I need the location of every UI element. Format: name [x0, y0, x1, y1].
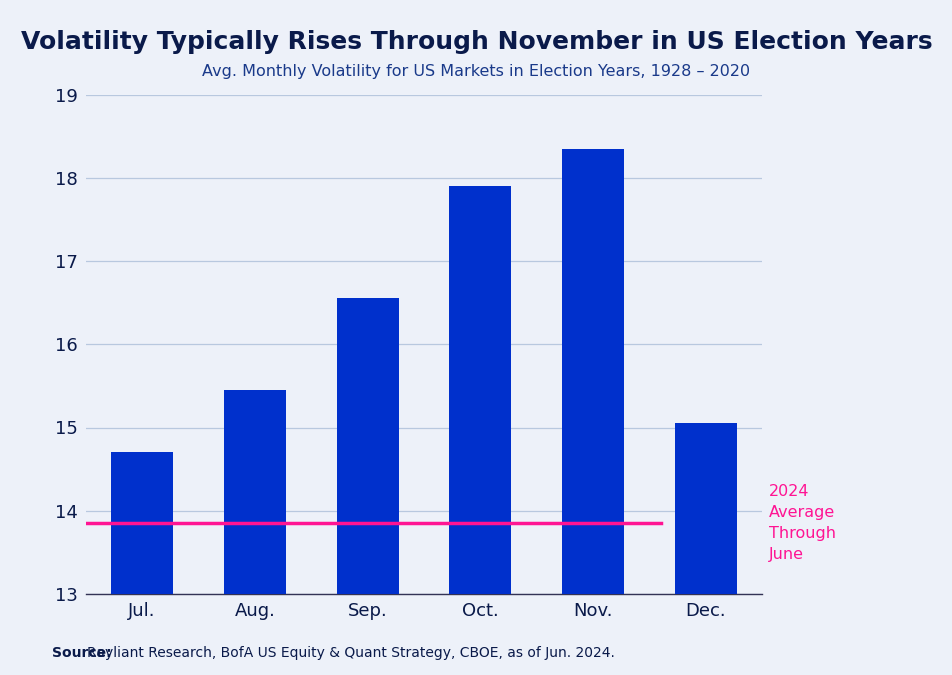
Text: Avg. Monthly Volatility for US Markets in Election Years, 1928 – 2020: Avg. Monthly Volatility for US Markets i… [202, 64, 750, 79]
Bar [674, 423, 736, 594]
Text: 2024
Average
Through
June: 2024 Average Through June [768, 484, 835, 562]
Text: Source:: Source: [52, 646, 112, 660]
Text: Rayliant Research, BofA US Equity & Quant Strategy, CBOE, as of Jun. 2024.: Rayliant Research, BofA US Equity & Quan… [52, 646, 615, 660]
Bar [449, 186, 511, 594]
Bar [224, 390, 286, 594]
Bar [562, 148, 624, 594]
Bar [336, 298, 398, 594]
Bar [111, 452, 173, 594]
Text: Volatility Typically Rises Through November in US Election Years: Volatility Typically Rises Through Novem… [21, 30, 931, 55]
